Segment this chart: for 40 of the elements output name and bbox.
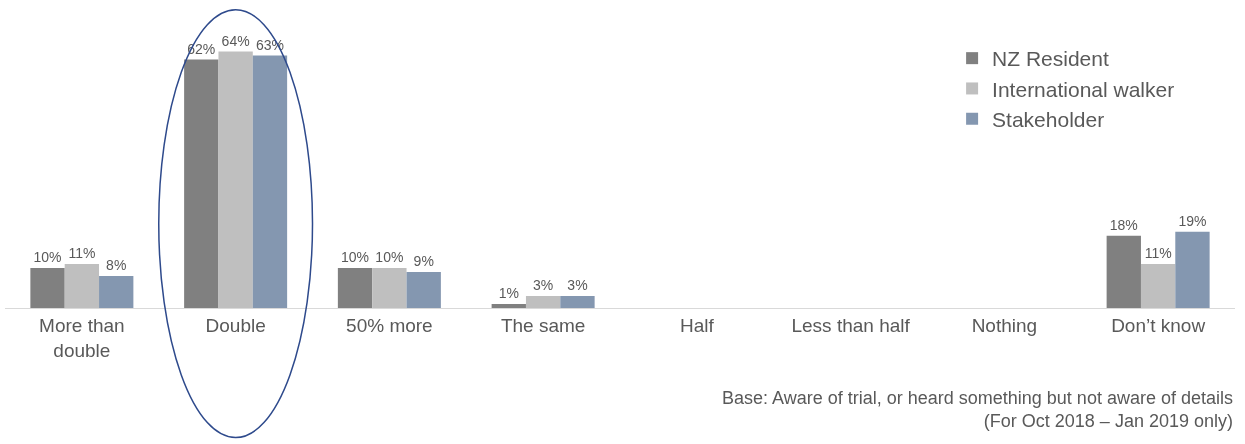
bar <box>1140 263 1176 308</box>
data-label: 64% <box>221 32 250 49</box>
x-tick-label: 50% more <box>346 314 433 336</box>
data-label: 10% <box>375 248 404 265</box>
data-label: 3% <box>567 276 588 293</box>
text: Base: Aware of trial, or heard something but not aware of details (For Oct 2018 – Jan 2019 only) <box>722 388 1233 432</box>
data-label: 19% <box>1178 212 1207 229</box>
bar <box>560 295 595 308</box>
bar <box>252 55 288 308</box>
x-tick-label: Half <box>679 314 715 336</box>
data-label: 8% <box>106 256 127 273</box>
data-label: 3% <box>533 276 554 293</box>
bar <box>99 275 134 308</box>
bar <box>406 271 441 308</box>
data-label: 11% <box>68 244 96 261</box>
data-label: 1% <box>498 284 519 301</box>
x-tick-label: Double <box>205 314 266 336</box>
bar <box>491 303 526 308</box>
legend-label: Stakeholder <box>992 107 1105 131</box>
data-label: 9% <box>413 252 434 269</box>
data-label: 10% <box>341 248 370 265</box>
x-tick-label: More than double <box>39 314 125 361</box>
x-tick-label: Less than half <box>791 314 911 336</box>
x-tick-label: Nothing <box>971 314 1038 336</box>
bar <box>525 295 561 308</box>
bar <box>337 267 373 308</box>
x-tick-label: The same <box>500 314 586 336</box>
legend-label: International walker <box>992 77 1175 101</box>
legend-label: NZ Resident <box>992 47 1109 71</box>
bar <box>64 263 100 308</box>
data-label: 11% <box>1144 244 1172 261</box>
bar <box>1175 231 1210 308</box>
bar <box>1106 235 1141 308</box>
x-tick-label: Don’t know <box>1111 314 1206 336</box>
bar <box>218 51 253 308</box>
bar <box>184 59 219 308</box>
bar <box>30 267 65 308</box>
data-label: 18% <box>1109 216 1138 233</box>
bar <box>372 267 407 308</box>
data-label: 10% <box>33 248 62 265</box>
